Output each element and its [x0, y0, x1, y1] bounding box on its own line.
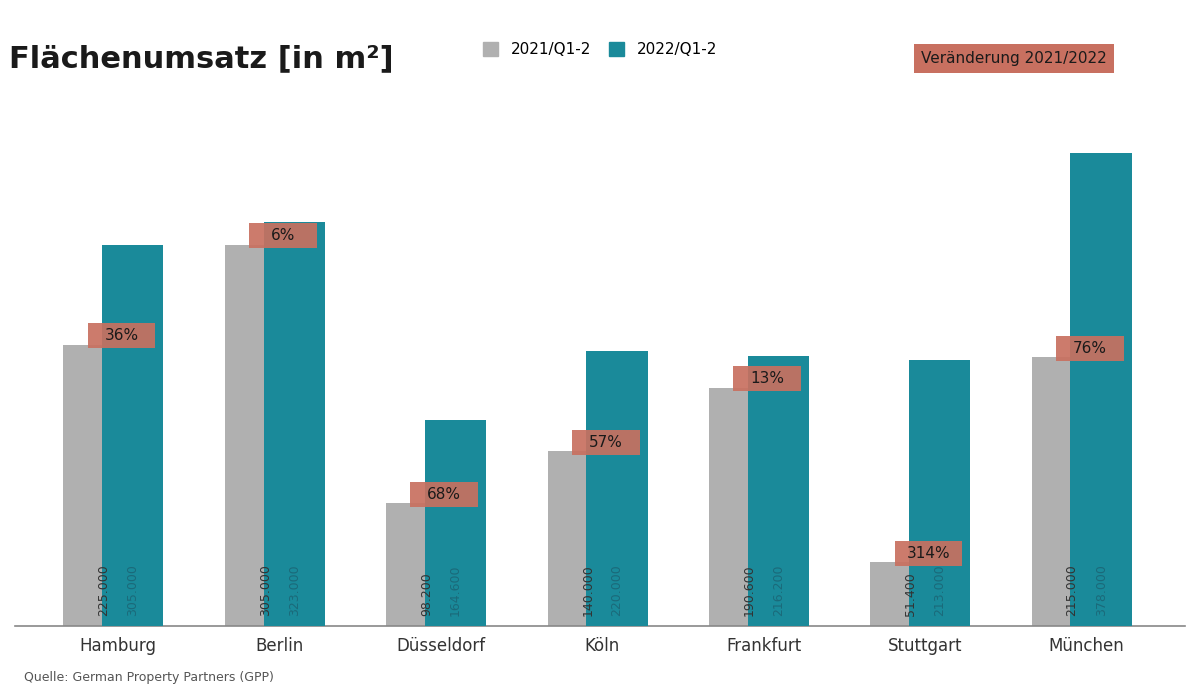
Bar	[1070, 153, 1132, 626]
Text: 378.000: 378.000	[1094, 565, 1108, 616]
Text: Quelle: German Property Partners (GPP): Quelle: German Property Partners (GPP)	[24, 671, 274, 684]
Text: Flächenumsatz [in m²]: Flächenumsatz [in m²]	[10, 44, 394, 73]
Bar	[64, 345, 144, 626]
FancyBboxPatch shape	[250, 223, 317, 248]
Text: 164.600: 164.600	[449, 565, 462, 616]
FancyBboxPatch shape	[733, 366, 800, 392]
Text: 305.000: 305.000	[126, 565, 139, 616]
Text: 13%: 13%	[750, 372, 784, 386]
FancyBboxPatch shape	[410, 482, 478, 507]
Text: 6%: 6%	[271, 228, 295, 243]
Bar	[709, 388, 790, 626]
Text: 323.000: 323.000	[288, 565, 301, 616]
Bar	[386, 503, 467, 626]
Bar	[547, 451, 629, 626]
Text: 213.000: 213.000	[934, 565, 947, 616]
Text: 51.400: 51.400	[904, 572, 917, 616]
Bar	[910, 360, 971, 626]
Text: 225.000: 225.000	[97, 565, 110, 616]
Bar	[102, 245, 163, 626]
Legend: 2021/Q1-2, 2022/Q1-2: 2021/Q1-2, 2022/Q1-2	[482, 42, 718, 57]
Text: 68%: 68%	[427, 487, 461, 502]
Bar	[870, 562, 952, 626]
Text: 220.000: 220.000	[611, 565, 624, 616]
FancyBboxPatch shape	[1056, 336, 1123, 361]
Text: 36%: 36%	[104, 328, 138, 343]
Bar	[748, 356, 809, 626]
Text: 57%: 57%	[589, 435, 623, 450]
Bar	[264, 222, 325, 626]
Bar	[1032, 357, 1112, 626]
Bar	[425, 420, 486, 626]
Text: 314%: 314%	[906, 546, 950, 560]
Text: 216.200: 216.200	[772, 565, 785, 616]
Bar	[224, 245, 306, 626]
FancyBboxPatch shape	[571, 430, 640, 455]
Text: 190.600: 190.600	[743, 565, 756, 616]
Text: 98.200: 98.200	[420, 572, 433, 616]
FancyBboxPatch shape	[88, 323, 155, 348]
Text: 215.000: 215.000	[1066, 565, 1079, 616]
Text: 76%: 76%	[1073, 341, 1106, 356]
Text: 140.000: 140.000	[581, 565, 594, 616]
Text: 305.000: 305.000	[259, 565, 271, 616]
Text: Veränderung 2021/2022: Veränderung 2021/2022	[922, 51, 1106, 66]
FancyBboxPatch shape	[894, 540, 962, 566]
Bar	[587, 351, 648, 626]
